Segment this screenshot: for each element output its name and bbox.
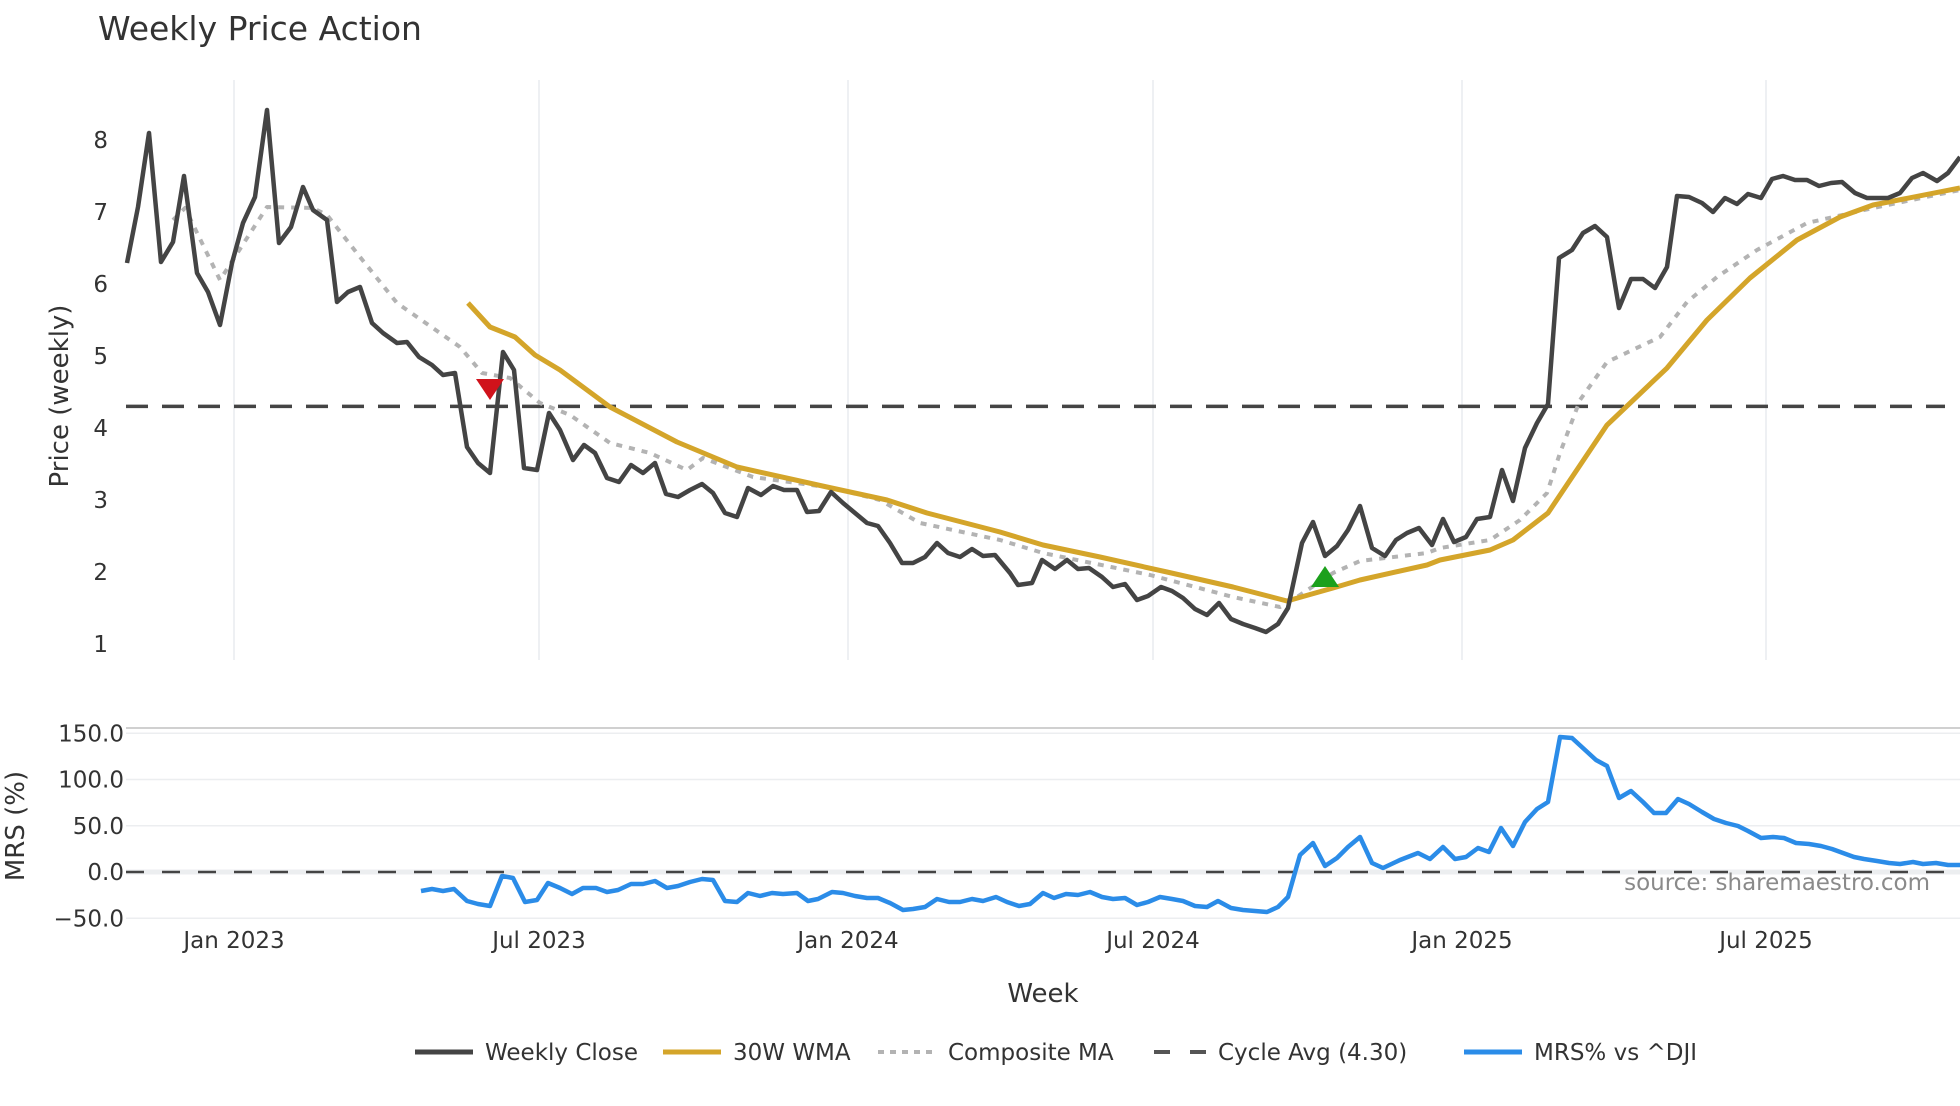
price-y-tick: 2 — [93, 560, 108, 586]
mrs-y-tick: 100.0 — [58, 768, 124, 794]
sell-signal-triangle-down-icon — [476, 379, 504, 400]
x-tick-label: Jan 2024 — [795, 928, 898, 954]
buy-signal-triangle-up-icon — [1311, 566, 1339, 587]
x-tick-label: Jul 2024 — [1104, 928, 1200, 954]
source-annotation: source: sharemaestro.com — [1624, 870, 1930, 896]
legend-item[interactable]: Composite MA — [878, 1040, 1114, 1066]
mrs-y-tick: 50.0 — [73, 814, 124, 840]
mrs-y-tick: 0.0 — [87, 860, 124, 886]
price-y-tick: 1 — [93, 632, 108, 658]
legend-item[interactable]: 30W WMA — [663, 1040, 851, 1066]
legend-label: MRS% vs ^DJI — [1534, 1040, 1697, 1066]
legend-label: Composite MA — [948, 1040, 1114, 1066]
price-plot-area — [124, 107, 1960, 635]
mrs-y-axis: 150.0 100.0 50.0 0.0 −50.0 — [54, 721, 124, 932]
price-y-tick: 7 — [93, 200, 108, 226]
mrs-plot-area — [420, 734, 1960, 915]
price-y-axis: 1 2 3 4 5 6 7 8 — [93, 128, 108, 658]
x-axis-title: Week — [1007, 979, 1078, 1009]
legend: Weekly Close 30W WMA Composite MA Cycle Avg… — [415, 1040, 1697, 1066]
mrs-y-tick: 150.0 — [58, 721, 124, 747]
composite-ma-line — [171, 188, 1960, 609]
legend-item[interactable]: Weekly Close — [415, 1040, 638, 1066]
x-tick-label: Jan 2023 — [181, 928, 284, 954]
legend-item[interactable]: Cycle Avg (4.30) — [1154, 1040, 1407, 1066]
legend-label: 30W WMA — [733, 1040, 851, 1066]
price-y-tick: 8 — [93, 128, 108, 154]
mrs-gridlines — [126, 727, 1960, 919]
legend-label: Cycle Avg (4.30) — [1218, 1040, 1407, 1066]
price-y-tick: 3 — [93, 488, 108, 514]
weekly-close-line — [124, 107, 1960, 635]
price-y-tick: 6 — [93, 272, 108, 298]
price-y-tick: 4 — [93, 416, 108, 442]
x-tick-label: Jul 2023 — [490, 928, 586, 954]
signal-markers — [476, 379, 1339, 587]
legend-item[interactable]: MRS% vs ^DJI — [1464, 1040, 1697, 1066]
x-tick-label: Jan 2025 — [1409, 928, 1512, 954]
price-y-axis-title: Price (weekly) — [45, 305, 75, 488]
x-axis: Jan 2023 Jul 2023 Jan 2024 Jul 2024 Jan 2025… — [181, 928, 1812, 954]
chart-title: Weekly Price Action — [98, 9, 422, 48]
price-y-tick: 5 — [93, 344, 108, 370]
wma-30w-line — [466, 185, 1960, 604]
mrs-y-axis-title: MRS (%) — [1, 771, 31, 881]
mrs-y-tick: −50.0 — [54, 906, 124, 932]
x-tick-label: Jul 2025 — [1717, 928, 1813, 954]
mrs-line — [420, 734, 1960, 915]
price-gridlines — [233, 80, 1767, 660]
legend-label: Weekly Close — [485, 1040, 638, 1066]
